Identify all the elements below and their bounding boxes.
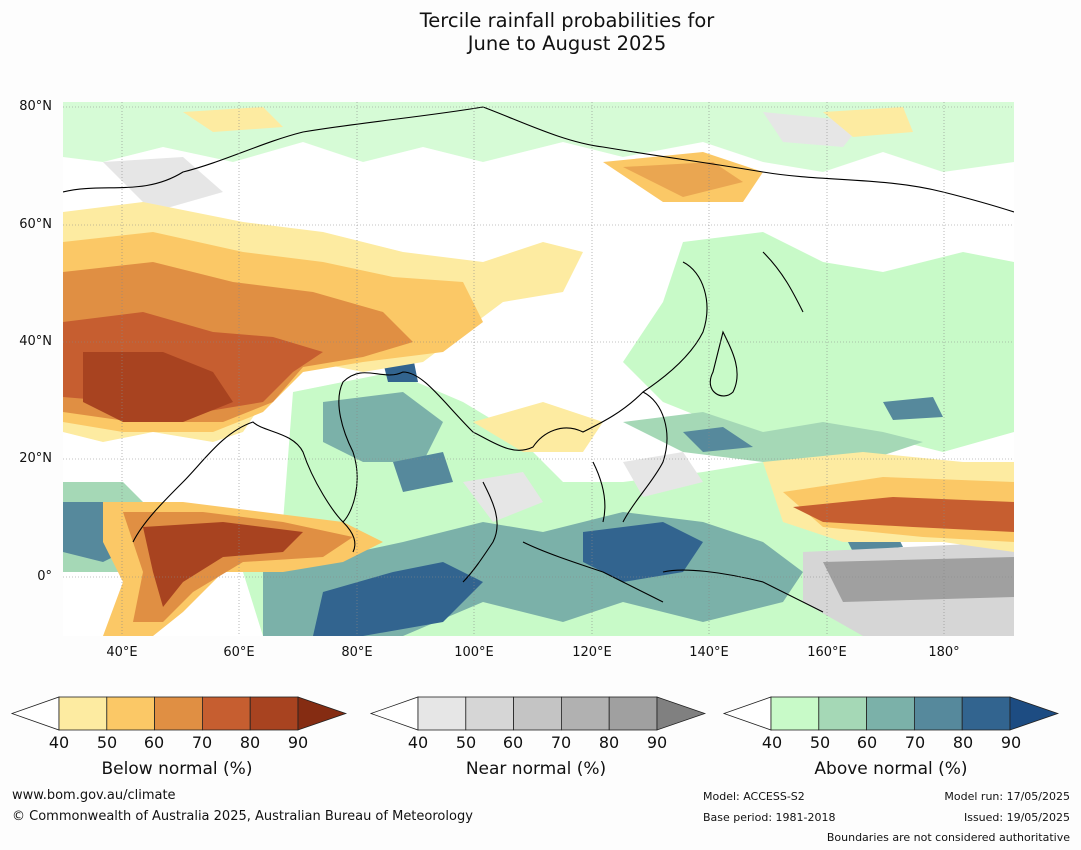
colorbar-min-arrow (10, 696, 60, 731)
legend-tick: 60 (856, 733, 878, 752)
colorbar-segment (866, 696, 915, 731)
colorbar-min-arrow (369, 696, 419, 731)
title-line-2: June to August 2025 (467, 32, 667, 55)
legend-tick: 50 (96, 733, 118, 752)
rainfall-probability-map (63, 102, 1014, 636)
legend-tick: 90 (1000, 733, 1022, 752)
legend-tick: 70 (191, 733, 213, 752)
legend-tick: 50 (455, 733, 477, 752)
graticule (63, 102, 1014, 636)
legend-near-normal: 40 50 60 70 80 90 Near normal (%) (369, 690, 707, 780)
lat-label-20n: 20°N (19, 451, 52, 466)
colorbar-below-normal (10, 696, 348, 731)
colorbar-segment (818, 696, 868, 731)
legend-title-near: Near normal (%) (465, 759, 607, 779)
legend-tick: 60 (143, 733, 165, 752)
legend-title-above: Above normal (%) (814, 759, 968, 779)
colorbar-segment (249, 696, 299, 731)
colorbar-segment (465, 696, 515, 731)
colorbar-above-normal (722, 696, 1060, 731)
legend-tick: 80 (598, 733, 620, 752)
footer-model-run: Model run: 17/05/2025 (944, 790, 1070, 803)
lon-label-160e: 160°E (807, 645, 847, 660)
below-normal-shading (63, 107, 1014, 636)
map-title: Tercile rainfall probabilities for June … (0, 9, 1081, 55)
colorbar-min-arrow (722, 696, 772, 731)
footer-copyright: © Commonwealth of Australia 2025, Austra… (12, 809, 473, 824)
colorbar-segment (106, 696, 156, 731)
legend-tick: 80 (239, 733, 261, 752)
legend-below-normal: 40 50 60 70 80 90 Below normal (%) (10, 690, 348, 780)
lon-label-80e: 80°E (341, 645, 373, 660)
footer-website-link[interactable]: www.bom.gov.au/climate (12, 788, 176, 803)
map-graphic (63, 102, 1014, 636)
lat-label-60n: 60°N (19, 217, 52, 232)
footer-issued: Issued: 19/05/2025 (963, 811, 1070, 824)
footer-disclaimer: Boundaries are not considered authoritat… (826, 831, 1070, 844)
legend-tick: 70 (904, 733, 926, 752)
legend-area: 40 50 60 70 80 90 Below normal (%) 40 50… (0, 690, 1081, 780)
legend-tick: 70 (550, 733, 572, 752)
colorbar-segment (201, 696, 251, 731)
legend-tick: 40 (407, 733, 429, 752)
legend-tick: 40 (761, 733, 783, 752)
legend-title-below: Below normal (%) (101, 759, 253, 779)
coastlines (63, 106, 1014, 613)
colorbar-max-arrow (656, 696, 707, 731)
legend-tick: 60 (502, 733, 524, 752)
colorbar-segment (770, 696, 820, 731)
colorbar-segment (154, 696, 203, 731)
colorbar-segment (608, 696, 658, 731)
lon-label-140e: 140°E (689, 645, 729, 660)
legend-tick: 90 (646, 733, 668, 752)
colorbar-segment (560, 696, 610, 731)
legend-tick: 50 (809, 733, 831, 752)
legend-tick: 90 (287, 733, 309, 752)
lon-label-60e: 60°E (223, 645, 255, 660)
lon-label-180: 180° (928, 645, 960, 660)
lat-label-40n: 40°N (19, 334, 52, 349)
colorbar-segment (58, 696, 108, 731)
legend-above-normal: 40 50 60 70 80 90 Above normal (%) (722, 690, 1060, 780)
footer-model: Model: ACCESS-S2 (703, 790, 805, 803)
legend-tick: 40 (48, 733, 70, 752)
colorbar-segment (513, 696, 562, 731)
colorbar-max-arrow (1009, 696, 1060, 731)
lon-label-100e: 100°E (454, 645, 494, 660)
lat-label-0: 0° (37, 569, 52, 584)
colorbar-segment (913, 696, 963, 731)
title-line-1: Tercile rainfall probabilities for (419, 9, 715, 32)
legend-tick: 80 (952, 733, 974, 752)
lon-label-40e: 40°E (106, 645, 138, 660)
lat-label-80n: 80°N (19, 99, 52, 114)
colorbar-segment (961, 696, 1011, 731)
near-normal-shading (103, 112, 1014, 636)
lon-label-120e: 120°E (572, 645, 612, 660)
colorbar-near-normal (369, 696, 707, 731)
colorbar-segment (417, 696, 467, 731)
footer-base-period: Base period: 1981-2018 (703, 811, 836, 824)
colorbar-max-arrow (297, 696, 348, 731)
